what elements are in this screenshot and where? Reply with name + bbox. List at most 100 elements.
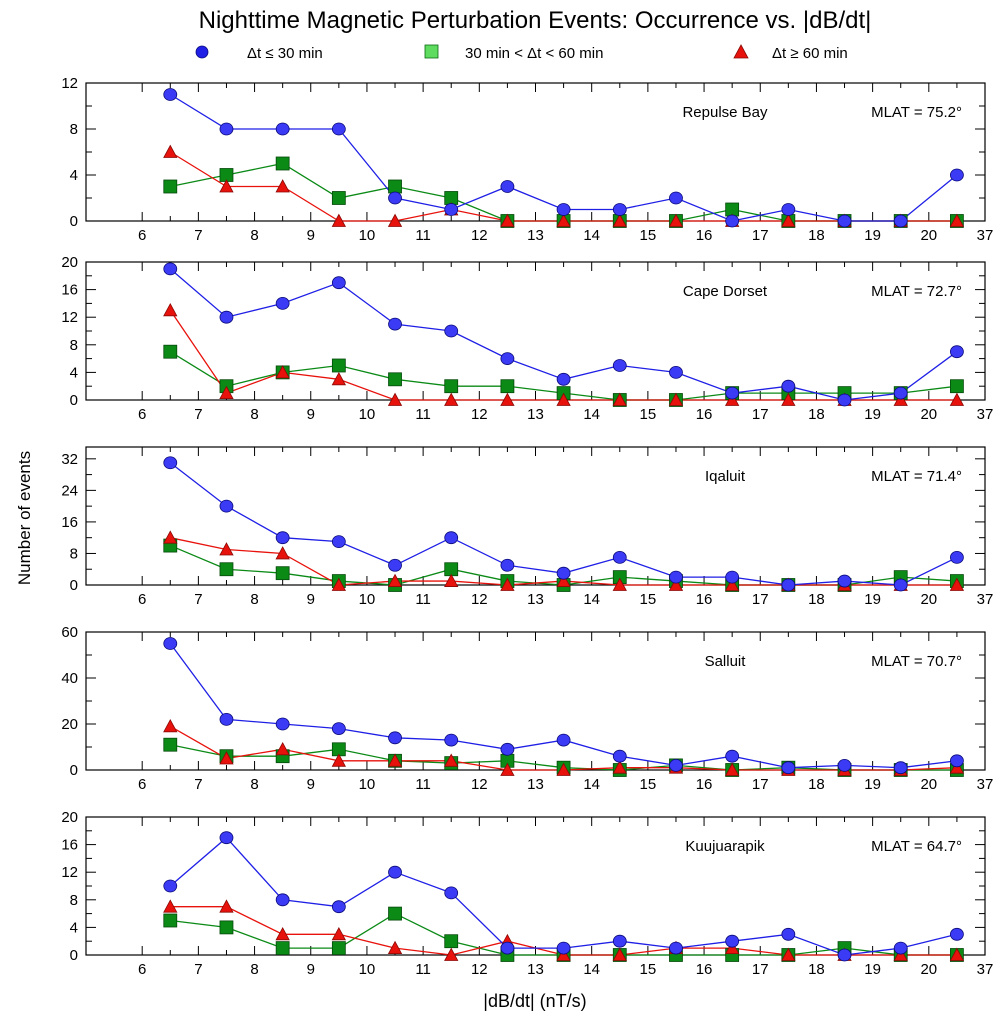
x-tick-label: 12	[471, 406, 488, 423]
x-tick-label: 19	[864, 406, 881, 423]
data-point-circle	[893, 941, 908, 955]
data-point-circle	[444, 203, 459, 216]
data-point-square	[388, 179, 402, 194]
data-point-circle	[837, 759, 852, 772]
data-point-circle	[669, 759, 683, 772]
data-point-circle	[725, 214, 740, 228]
x-tick-label: 13	[527, 591, 544, 608]
data-point-circle	[275, 296, 290, 310]
y-tick-label: 12	[61, 75, 78, 92]
data-point-circle	[500, 558, 515, 572]
data-point-circle	[219, 831, 234, 845]
x-tick-label: 7	[194, 961, 202, 978]
x-tick-label: 14	[583, 776, 600, 793]
x-tick-label: 20	[920, 776, 937, 793]
data-point-square	[163, 913, 178, 928]
data-point-circle	[275, 893, 290, 907]
data-point-circle	[612, 203, 627, 216]
data-point-triangle	[275, 365, 290, 379]
data-point-triangle	[387, 940, 403, 954]
data-point-square	[950, 379, 964, 394]
data-point-circle	[219, 122, 234, 136]
y-tick-label: 0	[70, 392, 78, 409]
x-tick-label: 20	[920, 591, 937, 608]
data-point-circle	[837, 214, 852, 228]
data-point-triangle	[556, 392, 571, 406]
data-point-triangle	[387, 392, 403, 406]
data-point-circle	[444, 531, 459, 545]
y-tick-label: 4	[70, 167, 78, 184]
data-point-triangle	[668, 577, 684, 591]
legend-square-marker	[424, 44, 439, 59]
panel-4: 0 4 8 12 16 20 6 7 8 9 10 11 12 13 14 15 16 17 18 19 20 37 Kuu…	[61, 809, 993, 978]
y-tick-label: 24	[61, 482, 78, 499]
x-tick-label: 17	[752, 776, 769, 793]
data-point-circle	[893, 386, 908, 400]
panel-2: 0 8 16 24 32 6 7 8 9 10 11 12 13 14 15 16 17 18 19 20 37 Iqal…	[61, 446, 993, 608]
x-tick-label: 8	[250, 591, 258, 608]
data-point-circle	[219, 713, 234, 726]
data-point-triangle	[612, 577, 627, 591]
x-tick-label: 19	[864, 591, 881, 608]
x-tick-label: 7	[194, 776, 202, 793]
data-point-triangle	[387, 753, 403, 767]
data-point-circle	[444, 733, 459, 747]
x-tick-label: 9	[307, 591, 315, 608]
data-point-square	[275, 566, 290, 581]
y-axis-label: Number of events	[15, 451, 34, 585]
x-tick-label: 10	[359, 591, 376, 608]
figure-title: Nighttime Magnetic Perturbation Events: …	[199, 7, 872, 34]
data-point-triangle	[612, 947, 627, 961]
data-point-circle	[388, 865, 402, 879]
data-point-circle	[219, 499, 234, 513]
data-point-circle	[444, 886, 459, 900]
x-tick-label: 12	[471, 591, 488, 608]
x-tick-label: 7	[194, 406, 202, 423]
data-point-triangle	[163, 530, 178, 544]
legend-label-2: Δt ≥ 60 min	[772, 45, 848, 62]
data-point-triangle	[219, 542, 234, 556]
station-label: Salluit	[705, 653, 747, 670]
data-point-triangle	[668, 392, 684, 406]
x-tick-label: 14	[583, 406, 600, 423]
y-tick-label: 20	[61, 716, 78, 733]
x-tick-label: 16	[696, 961, 713, 978]
data-point-triangle	[331, 753, 347, 767]
data-point-triangle	[219, 179, 234, 193]
data-point-circle	[781, 203, 796, 216]
panel-0: 0 4 8 12 6 7 8 9 10 11 12 13 14 15 16 17 18 19 20 37 Repulse…	[61, 75, 993, 244]
x-tick-label: 20	[920, 227, 937, 244]
x-tick-label: 12	[471, 776, 488, 793]
data-point-circle	[388, 191, 402, 205]
data-point-circle	[331, 122, 346, 136]
data-point-triangle	[949, 392, 965, 406]
data-point-triangle	[219, 751, 234, 765]
data-point-circle	[612, 749, 627, 763]
panel-frame	[85, 631, 986, 771]
series-line-0	[169, 643, 957, 769]
data-point-triangle	[444, 947, 459, 961]
x-tick-label: 13	[527, 776, 544, 793]
data-point-triangle	[724, 577, 740, 591]
data-point-triangle	[163, 899, 178, 913]
y-tick-label: 8	[70, 337, 78, 354]
data-point-square	[444, 379, 459, 394]
data-point-circle	[275, 531, 290, 545]
data-point-circle	[500, 742, 515, 756]
x-tick-label: 20	[920, 406, 937, 423]
x-tick-label: 17	[752, 227, 769, 244]
data-point-triangle	[444, 392, 459, 406]
data-point-triangle	[556, 573, 571, 587]
mlat-label: MLAT = 72.7°	[871, 283, 962, 300]
data-point-triangle	[219, 899, 234, 913]
mlat-label: MLAT = 75.2°	[871, 104, 962, 121]
data-point-circle	[669, 570, 683, 584]
x-tick-label: 37	[977, 227, 994, 244]
x-tick-label: 17	[752, 406, 769, 423]
x-tick-label: 15	[640, 776, 657, 793]
data-point-circle	[837, 393, 852, 407]
data-point-triangle	[163, 718, 178, 733]
data-point-circle	[331, 535, 346, 549]
data-point-triangle	[612, 213, 627, 227]
x-tick-label: 7	[194, 591, 202, 608]
